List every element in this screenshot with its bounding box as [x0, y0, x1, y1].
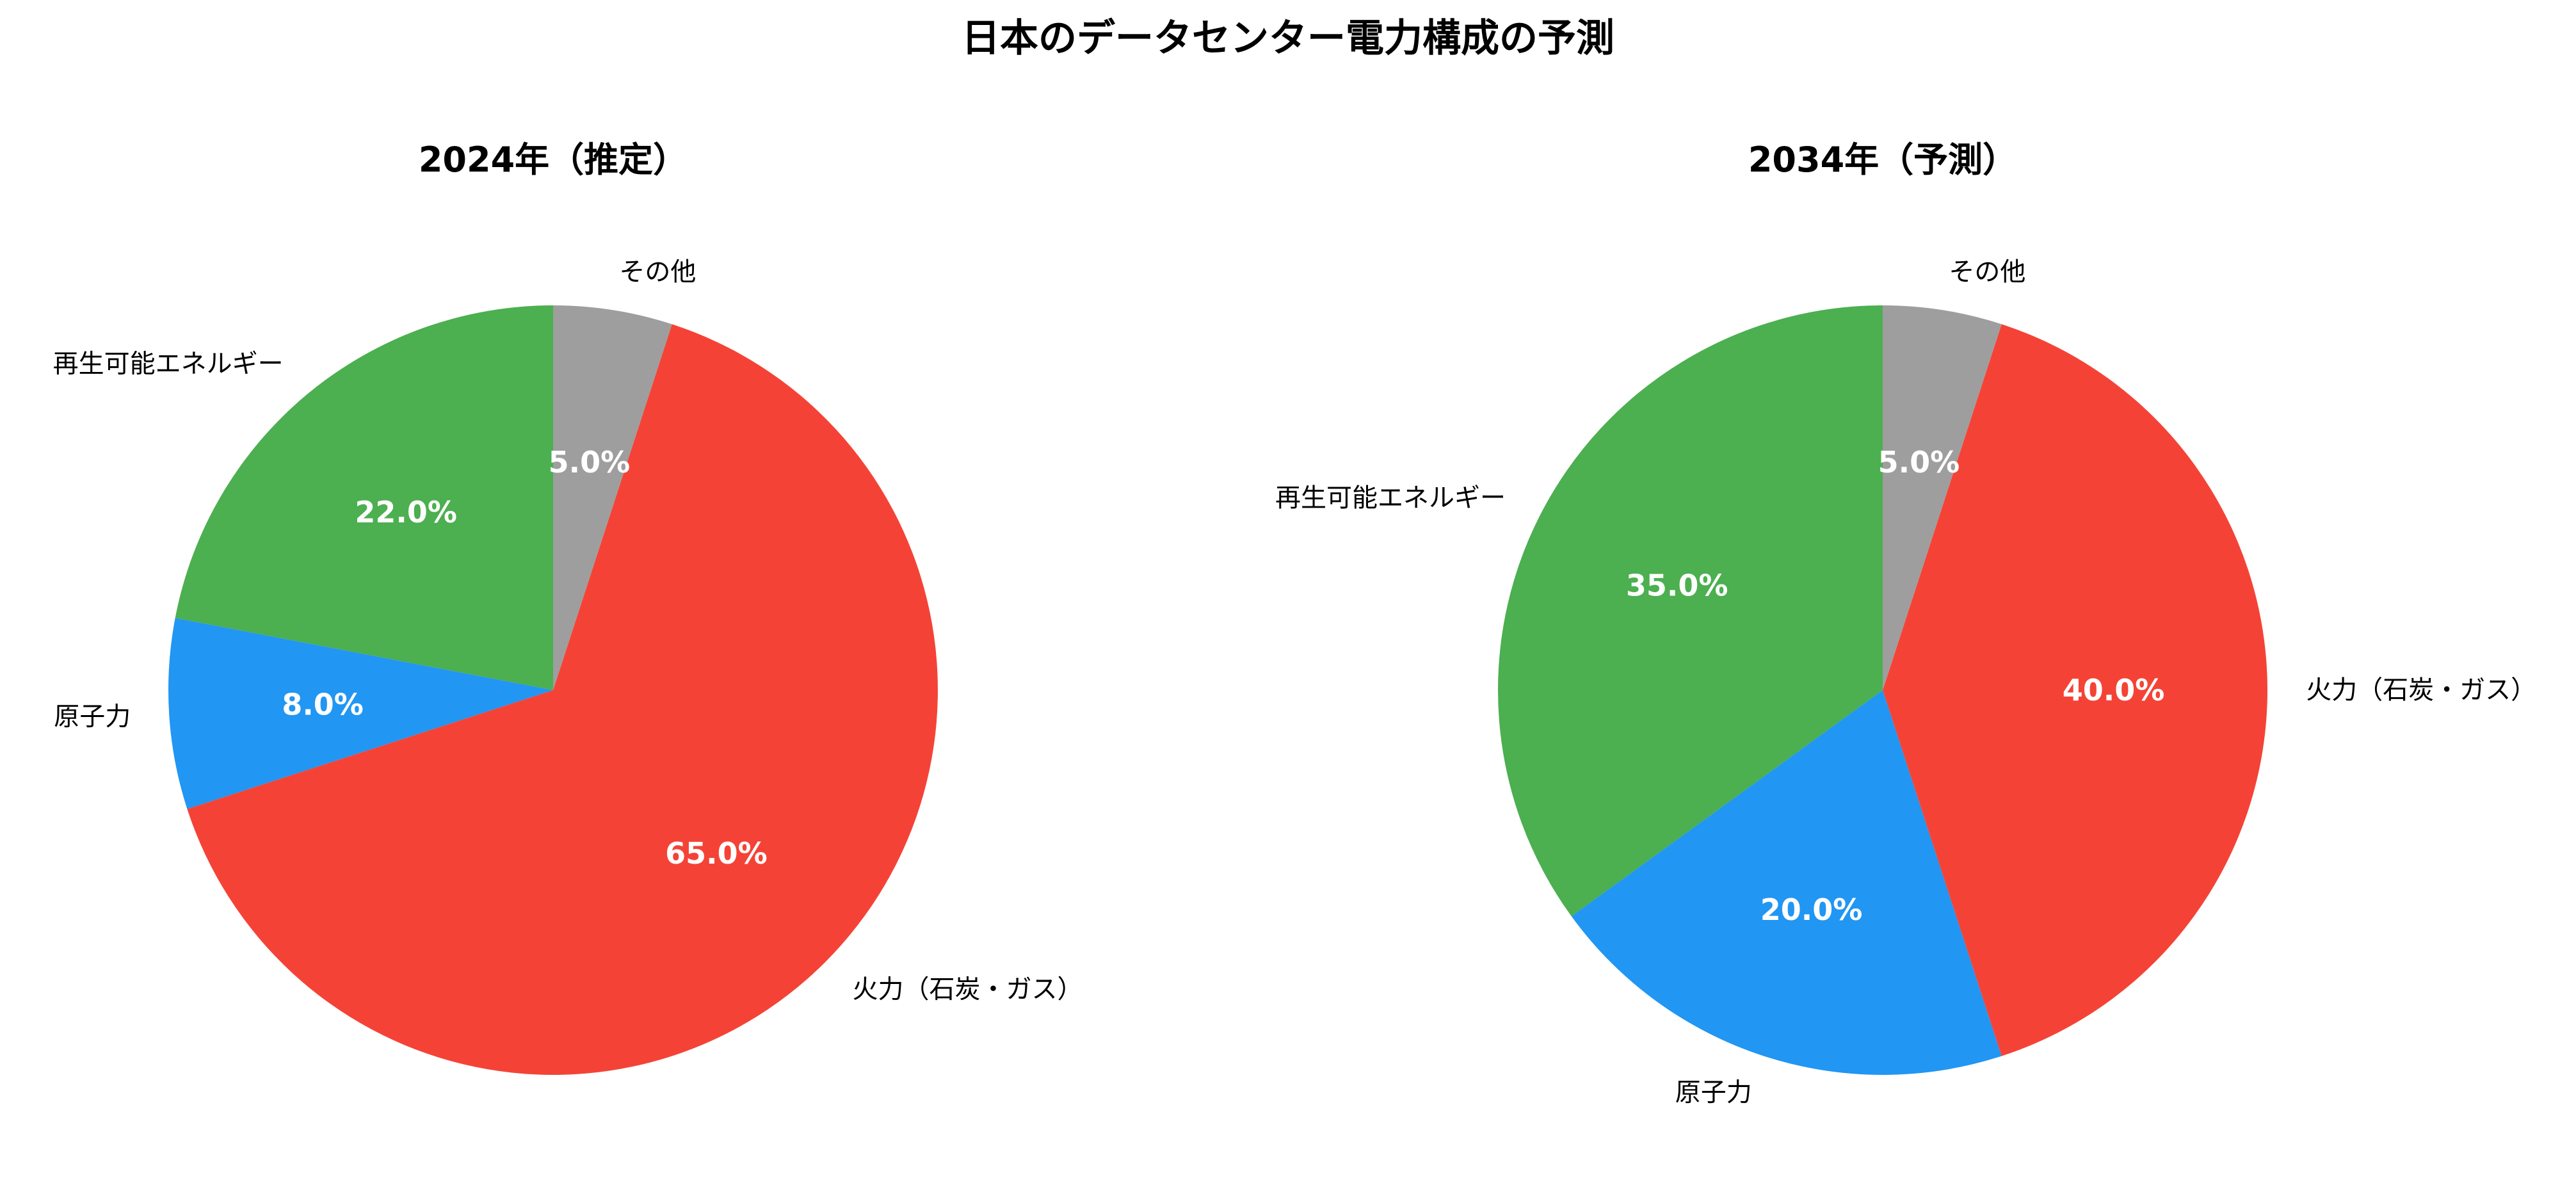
- pie-slice: [1571, 690, 2002, 1075]
- slice-category-label: 火力（石炭・ガス）: [2306, 675, 2536, 705]
- slice-percent-label: 40.0%: [2063, 673, 2165, 707]
- pie-slice: [175, 305, 553, 690]
- pie-slice: [1883, 305, 2002, 690]
- pie-slice: [553, 305, 672, 690]
- slice-category-label: 原子力: [1675, 1078, 1752, 1108]
- slice-category-label: 原子力: [54, 702, 131, 732]
- slice-percent-label: 20.0%: [1760, 892, 1863, 927]
- chart-title-2024: 2024年（推定）: [419, 140, 688, 180]
- slice-category-label: その他: [1949, 257, 2025, 287]
- slice-category-label: 火力（石炭・ガス）: [852, 974, 1083, 1004]
- slice-percent-label: 5.0%: [1878, 445, 1960, 480]
- slice-category-label: 再生可能エネルギー: [1275, 483, 1506, 513]
- pie-slice: [1498, 305, 1883, 917]
- pie-2024: 22.0% 再生可能エネルギー 8.0% 原子力 65.0% 火力（石炭・ガス） 5.0% そ…: [53, 257, 1083, 1075]
- slice-percent-label: 22.0%: [355, 495, 457, 529]
- figure-title: 日本のデータセンター電力構成の予測: [962, 16, 1614, 61]
- pie-slice: [187, 324, 938, 1075]
- slice-category-label: その他: [619, 257, 696, 287]
- slice-percent-label: 8.0%: [282, 688, 364, 722]
- slice-percent-label: 35.0%: [1626, 568, 1728, 602]
- pie-2034: 35.0% 再生可能エネルギー 20.0% 原子力 40.0% 火力（石炭・ガス） 5.0%…: [1275, 257, 2536, 1108]
- pie-slice: [1883, 324, 2267, 1056]
- pie-slice: [168, 618, 553, 809]
- slice-percent-label: 65.0%: [665, 836, 768, 871]
- slice-category-label: 再生可能エネルギー: [53, 350, 284, 379]
- chart-title-2034: 2034年（予測）: [1748, 140, 2017, 180]
- slice-percent-label: 5.0%: [549, 445, 631, 480]
